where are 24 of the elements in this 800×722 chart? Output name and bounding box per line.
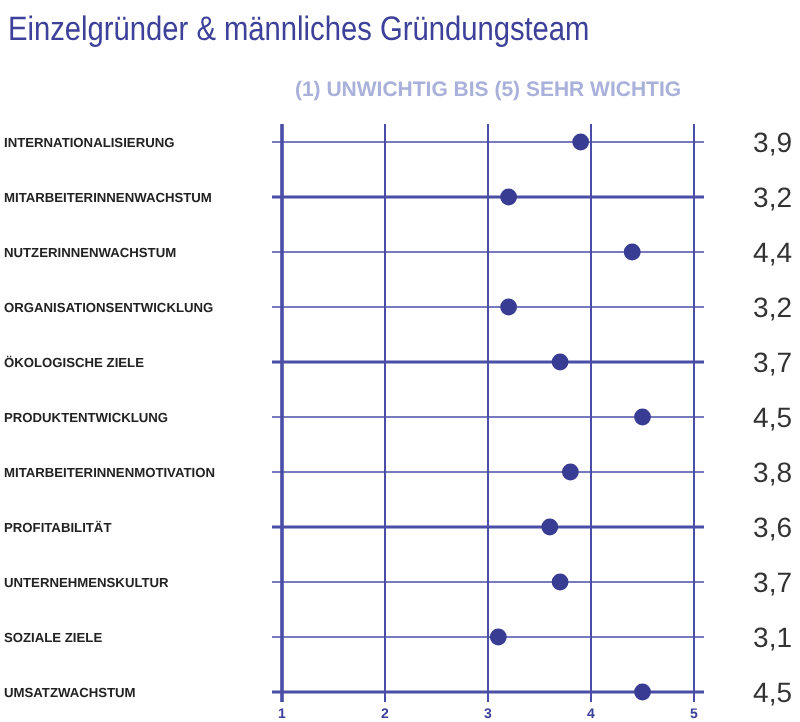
point: [634, 408, 651, 426]
chart-title: Einzelgründer & männliches Gründungsteam: [8, 12, 590, 49]
point: [551, 573, 569, 591]
data-label: 3,6: [753, 511, 793, 543]
data-label: 3,8: [753, 456, 793, 488]
data-label: 3,7: [753, 346, 793, 378]
point: [634, 683, 651, 701]
point: [500, 188, 517, 206]
data-label: 3,1: [753, 621, 793, 653]
point: [489, 628, 507, 646]
data-label: 3,9: [753, 126, 793, 158]
point: [541, 518, 559, 536]
chart-subtitle: (1) UNWICHTIG BIS (5) SEHR WICHTIG: [294, 78, 682, 102]
data-label: 4,5: [753, 676, 793, 708]
point: [623, 243, 641, 261]
point: [562, 463, 579, 481]
point: [572, 133, 590, 151]
data-label: 3,2: [753, 291, 793, 323]
point: [551, 353, 569, 371]
data-label: 3,7: [753, 566, 793, 598]
data-label: 4,5: [753, 401, 793, 433]
data-label: 4,4: [753, 236, 793, 268]
data-label: 3,2: [753, 181, 793, 213]
point: [500, 298, 517, 316]
